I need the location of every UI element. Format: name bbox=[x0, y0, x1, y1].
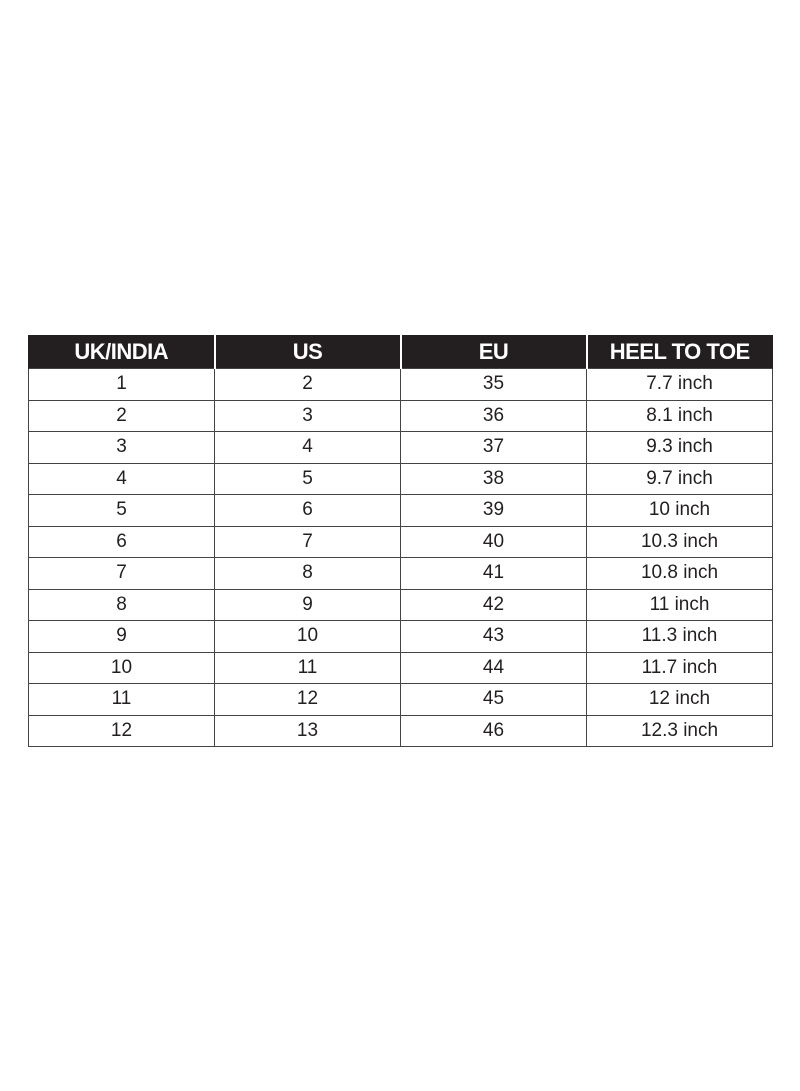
size-chart-table: UK/INDIA US EU HEEL TO TOE 1 2 35 7.7 inch 2 3 36… bbox=[28, 335, 773, 747]
table-cell: 11.3 inch bbox=[586, 620, 773, 653]
table-row: 6 7 40 10.3 inch bbox=[28, 525, 773, 558]
table-cell: 11 bbox=[214, 651, 401, 684]
table-cell: 11 bbox=[28, 683, 215, 716]
table-row: 4 5 38 9.7 inch bbox=[28, 462, 773, 495]
table-row: 10 11 44 11.7 inch bbox=[28, 651, 773, 684]
table-row: 2 3 36 8.1 inch bbox=[28, 399, 773, 432]
table-cell: 10 bbox=[214, 620, 401, 653]
table-cell: 13 bbox=[214, 714, 401, 747]
table-cell: 12.3 inch bbox=[586, 714, 773, 747]
table-cell: 7 bbox=[28, 557, 215, 590]
table-cell: 37 bbox=[400, 431, 587, 464]
table-cell: 12 inch bbox=[586, 683, 773, 716]
table-row: 1 2 35 7.7 inch bbox=[28, 368, 773, 401]
table-cell: 35 bbox=[400, 368, 587, 401]
table-cell: 8 bbox=[28, 588, 215, 621]
table-cell: 9.7 inch bbox=[586, 462, 773, 495]
table-cell: 10.8 inch bbox=[586, 557, 773, 590]
table-cell: 39 bbox=[400, 494, 587, 527]
table-cell: 2 bbox=[214, 368, 401, 401]
table-cell: 2 bbox=[28, 399, 215, 432]
table-row: 7 8 41 10.8 inch bbox=[28, 557, 773, 590]
table-cell: 9 bbox=[214, 588, 401, 621]
table-cell: 8 bbox=[214, 557, 401, 590]
table-cell: 12 bbox=[214, 683, 401, 716]
column-header: EU bbox=[399, 335, 588, 369]
table-cell: 36 bbox=[400, 399, 587, 432]
table-cell: 7 bbox=[214, 525, 401, 558]
table-cell: 8.1 inch bbox=[586, 399, 773, 432]
table-cell: 9.3 inch bbox=[586, 431, 773, 464]
table-row: 12 13 46 12.3 inch bbox=[28, 714, 773, 747]
table-cell: 1 bbox=[28, 368, 215, 401]
table-cell: 4 bbox=[28, 462, 215, 495]
table-cell: 3 bbox=[28, 431, 215, 464]
table-cell: 4 bbox=[214, 431, 401, 464]
table-row: 11 12 45 12 inch bbox=[28, 683, 773, 716]
column-header: HEEL TO TOE bbox=[585, 335, 773, 369]
table-cell: 10 inch bbox=[586, 494, 773, 527]
table-cell: 40 bbox=[400, 525, 587, 558]
table-cell: 46 bbox=[400, 714, 587, 747]
column-header: UK/INDIA bbox=[28, 335, 216, 369]
table-row: 5 6 39 10 inch bbox=[28, 494, 773, 527]
table-row: 3 4 37 9.3 inch bbox=[28, 431, 773, 464]
table-row: 9 10 43 11.3 inch bbox=[28, 620, 773, 653]
table-cell: 38 bbox=[400, 462, 587, 495]
table-cell: 5 bbox=[214, 462, 401, 495]
table-cell: 41 bbox=[400, 557, 587, 590]
table-cell: 5 bbox=[28, 494, 215, 527]
table-cell: 45 bbox=[400, 683, 587, 716]
column-header: US bbox=[213, 335, 402, 369]
table-cell: 11 inch bbox=[586, 588, 773, 621]
table-cell: 43 bbox=[400, 620, 587, 653]
table-cell: 6 bbox=[214, 494, 401, 527]
table-cell: 44 bbox=[400, 651, 587, 684]
table-cell: 11.7 inch bbox=[586, 651, 773, 684]
table-cell: 6 bbox=[28, 525, 215, 558]
table-row: 8 9 42 11 inch bbox=[28, 588, 773, 621]
table-cell: 12 bbox=[28, 714, 215, 747]
table-cell: 10.3 inch bbox=[586, 525, 773, 558]
table-cell: 10 bbox=[28, 651, 215, 684]
table-cell: 42 bbox=[400, 588, 587, 621]
table-cell: 3 bbox=[214, 399, 401, 432]
header-row: UK/INDIA US EU HEEL TO TOE bbox=[28, 335, 773, 369]
table-cell: 7.7 inch bbox=[586, 368, 773, 401]
table-cell: 9 bbox=[28, 620, 215, 653]
